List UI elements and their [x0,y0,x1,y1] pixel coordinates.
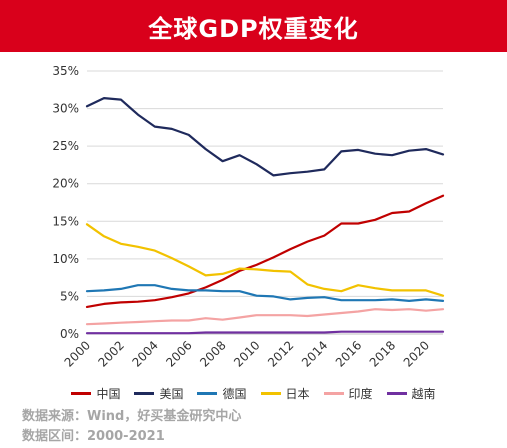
data-source-note: 数据来源：Wind，好买基金研究中心 [22,409,242,424]
legend-label: 中国 [96,386,121,401]
legend-swatch [197,391,218,395]
chart-legend: 中国 美国 德国 日本 印度 越南 [0,383,507,403]
legend-label: 德国 [222,386,247,401]
y-tick-label: 35% [52,64,79,78]
x-tick-label: 2000 [62,338,93,369]
series-line [85,96,445,177]
x-tick-label: 2004 [129,338,160,369]
x-tick-label: 2002 [96,338,127,369]
y-tick-label: 25% [52,139,79,153]
x-tick-label: 2014 [299,338,330,369]
series-line [85,223,445,297]
y-tick-label: 10% [52,252,79,266]
x-tick-label: 2018 [367,338,398,369]
legend-item: 越南 [386,385,436,402]
legend-swatch [71,391,92,395]
y-tick-label: 5% [60,289,79,303]
legend-item: 日本 [260,385,310,402]
legend-item: 印度 [323,385,373,402]
series-line [85,194,445,308]
y-tick-label: 15% [52,214,79,228]
legend-label: 美国 [159,386,184,401]
x-tick-label: 2020 [401,338,432,369]
x-tick-label: 2006 [163,338,194,369]
gdp-weight-line-chart: 0%5%10%15%20%25%30%35%2000 2002 2004 2006 20… [52,64,445,370]
legend-label: 越南 [411,386,436,401]
title-banner: 全球GDP权重变化 [0,0,507,52]
y-tick-label: 20% [52,177,79,191]
legend-label: 印度 [348,386,373,401]
legend-item: 美国 [134,385,183,402]
legend-swatch [260,391,281,395]
legend-item: 中国 [71,385,120,402]
legend-swatch [323,391,344,395]
legend-item: 德国 [197,385,247,402]
y-tick-label: 30% [52,102,79,116]
x-tick-label: 2012 [265,338,296,369]
x-tick-label: 2016 [333,338,364,369]
chart-title: 全球GDP权重变化 [148,14,359,43]
legend-swatch [134,391,155,395]
series-line [85,308,445,326]
x-tick-label: 2010 [231,338,262,369]
y-tick-label: 0% [60,327,79,341]
series-line [85,284,445,302]
legend-label: 日本 [285,386,310,401]
series-line [85,330,445,335]
legend-swatch [386,391,407,395]
x-tick-label: 2008 [197,338,228,369]
data-range-note: 数据区间：2000-2021 [22,429,165,444]
